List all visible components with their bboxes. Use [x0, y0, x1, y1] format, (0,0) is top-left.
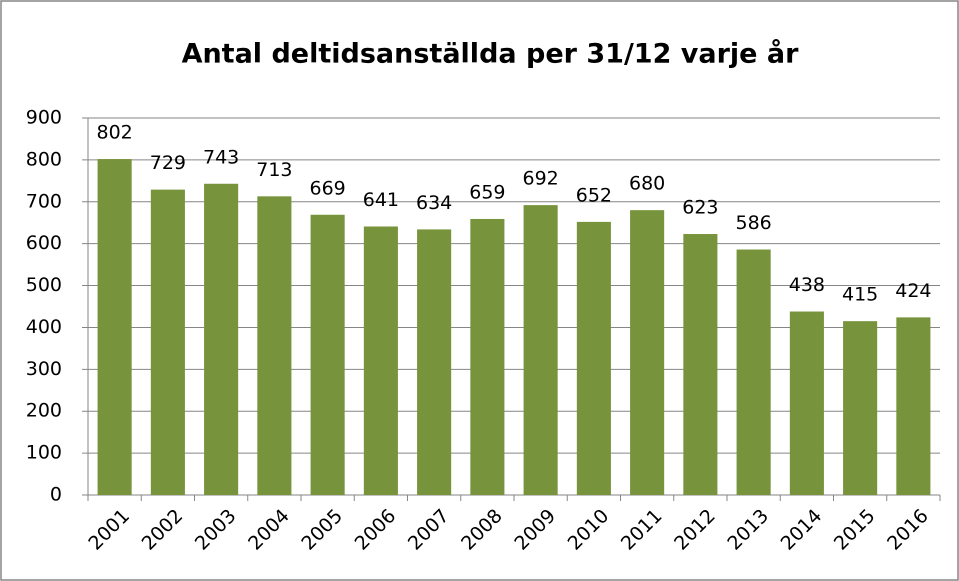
- data-label: 623: [682, 197, 718, 219]
- bar: [683, 234, 718, 495]
- bar: [630, 210, 665, 495]
- data-label: 634: [416, 192, 452, 214]
- y-tick-label: 400: [26, 316, 62, 338]
- data-label: 424: [895, 280, 931, 302]
- bar: [97, 159, 132, 495]
- bar: [363, 226, 398, 495]
- bar: [576, 221, 611, 495]
- data-label: 659: [469, 181, 505, 203]
- bar: [736, 249, 771, 495]
- bar: [843, 321, 878, 495]
- bar: [523, 205, 558, 495]
- bar: [896, 317, 931, 495]
- data-label: 641: [363, 189, 399, 211]
- bar: [150, 189, 185, 495]
- data-label: 652: [576, 184, 612, 206]
- data-label: 438: [789, 274, 825, 296]
- chart-title: Antal deltidsanställda per 31/12 varje å…: [182, 38, 800, 70]
- data-label: 669: [309, 177, 345, 199]
- bar: [204, 183, 239, 495]
- bar: [257, 196, 292, 496]
- y-tick-label: 600: [26, 232, 62, 254]
- y-tick-label: 800: [26, 148, 62, 170]
- y-tick-label: 100: [26, 442, 62, 464]
- y-tick-label: 900: [26, 107, 62, 129]
- bar: [470, 218, 505, 496]
- data-label: 586: [735, 212, 771, 234]
- bar: [789, 311, 824, 495]
- y-tick-label: 0: [50, 484, 62, 506]
- data-label: 415: [842, 284, 878, 306]
- data-label: 729: [150, 152, 186, 174]
- bar: [417, 229, 452, 495]
- bar: [310, 214, 345, 495]
- y-tick-label: 300: [26, 358, 62, 380]
- data-label: 692: [522, 168, 558, 190]
- data-label: 680: [629, 173, 665, 195]
- y-tick-label: 500: [26, 274, 62, 296]
- y-tick-label: 700: [26, 190, 62, 212]
- data-label: 802: [96, 122, 132, 144]
- y-tick-label: 200: [26, 400, 62, 422]
- data-label: 743: [203, 146, 239, 168]
- data-label: 713: [256, 159, 292, 181]
